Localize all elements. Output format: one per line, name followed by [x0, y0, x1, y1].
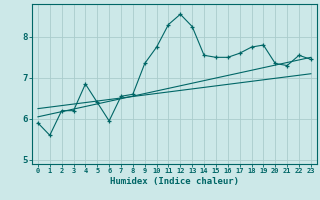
X-axis label: Humidex (Indice chaleur): Humidex (Indice chaleur): [110, 177, 239, 186]
